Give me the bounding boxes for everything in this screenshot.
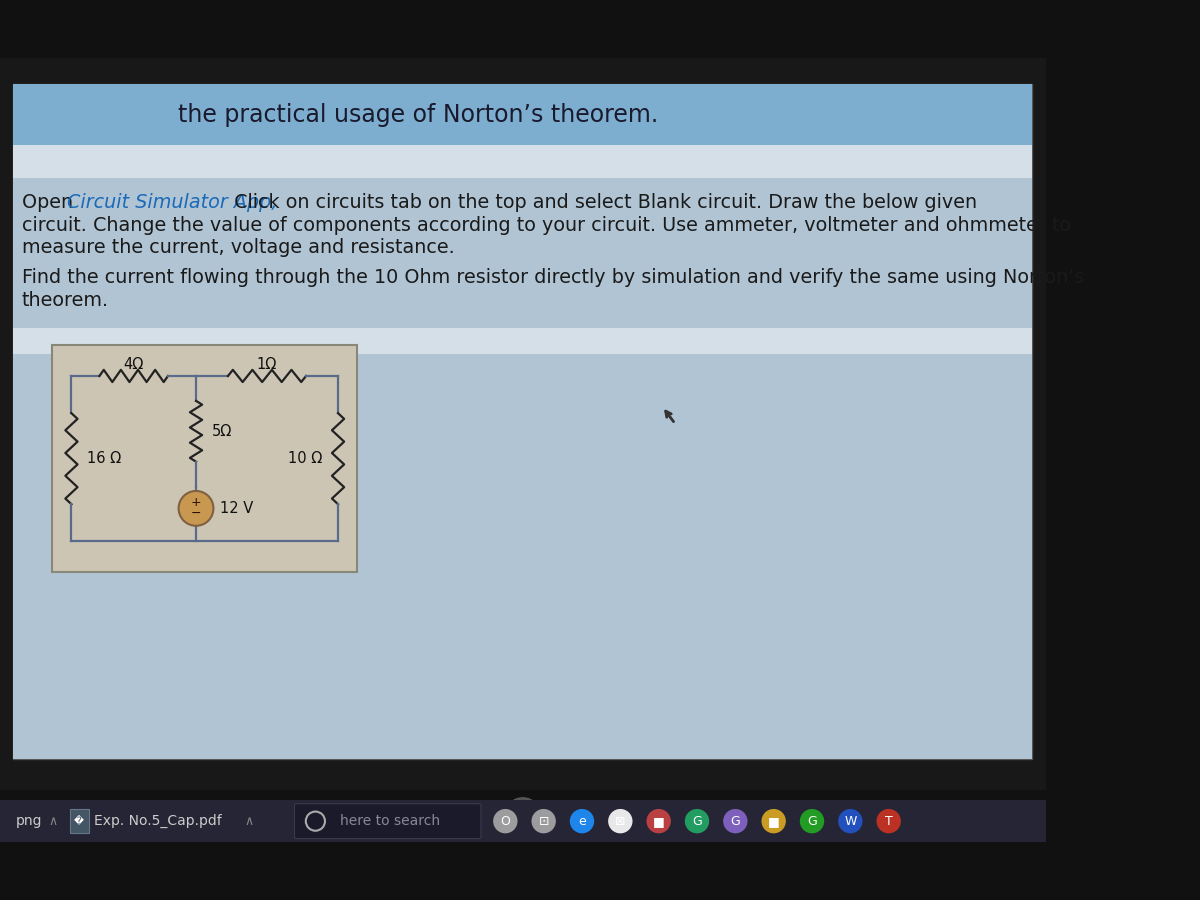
Circle shape bbox=[724, 809, 748, 833]
Text: the practical usage of Norton’s theorem.: the practical usage of Norton’s theorem. bbox=[178, 103, 659, 127]
Text: ■: ■ bbox=[653, 814, 665, 828]
Circle shape bbox=[762, 809, 786, 833]
Text: theorem.: theorem. bbox=[22, 291, 109, 310]
Bar bbox=[13, 328, 1032, 355]
Text: e: e bbox=[578, 814, 586, 828]
Circle shape bbox=[838, 809, 863, 833]
Bar bbox=[13, 145, 1032, 178]
Text: circuit. Change the value of components according to your circuit. Use ammeter, : circuit. Change the value of components … bbox=[22, 216, 1070, 235]
Text: ⊠: ⊠ bbox=[616, 814, 625, 828]
Text: Exp. No.5_Cap.pdf: Exp. No.5_Cap.pdf bbox=[94, 814, 222, 828]
Circle shape bbox=[685, 809, 709, 833]
Bar bbox=[13, 84, 1032, 145]
Text: Open: Open bbox=[22, 193, 79, 212]
Text: G: G bbox=[808, 814, 817, 828]
Circle shape bbox=[570, 809, 594, 833]
Text: ■: ■ bbox=[768, 814, 780, 828]
Text: Circuit Simulator App,: Circuit Simulator App, bbox=[67, 193, 277, 212]
Text: 4Ω: 4Ω bbox=[124, 357, 144, 372]
Text: Click on circuits tab on the top and select Blank circuit. Draw the below given: Click on circuits tab on the top and sel… bbox=[228, 193, 977, 212]
Text: G: G bbox=[731, 814, 740, 828]
Text: −: − bbox=[191, 507, 202, 520]
Circle shape bbox=[608, 809, 632, 833]
Bar bbox=[13, 84, 1032, 760]
Text: measure the current, voltage and resistance.: measure the current, voltage and resista… bbox=[22, 238, 455, 257]
Text: ⊡: ⊡ bbox=[539, 814, 548, 828]
Text: 1Ω: 1Ω bbox=[257, 357, 277, 372]
Text: W: W bbox=[844, 814, 857, 828]
Text: T: T bbox=[884, 814, 893, 828]
Text: 16 Ω: 16 Ω bbox=[88, 451, 121, 466]
Text: ∧: ∧ bbox=[48, 814, 58, 828]
FancyBboxPatch shape bbox=[294, 804, 481, 839]
Text: 10 Ω: 10 Ω bbox=[288, 451, 323, 466]
Text: ∧: ∧ bbox=[244, 814, 253, 828]
Bar bbox=[13, 178, 1032, 760]
Text: +: + bbox=[191, 496, 202, 508]
Text: �: � bbox=[74, 816, 84, 826]
Bar bbox=[53, 346, 358, 572]
Text: here to search: here to search bbox=[340, 814, 440, 828]
Text: hp: hp bbox=[512, 808, 534, 824]
Bar bbox=[70, 809, 89, 833]
Circle shape bbox=[493, 809, 517, 833]
Text: 12 V: 12 V bbox=[221, 501, 253, 516]
Text: O: O bbox=[500, 814, 510, 828]
Circle shape bbox=[532, 809, 556, 833]
Text: Find the current flowing through the 10 Ohm resistor directly by simulation and : Find the current flowing through the 10 … bbox=[22, 268, 1084, 287]
Text: G: G bbox=[692, 814, 702, 828]
Bar bbox=[0, 800, 1045, 842]
Circle shape bbox=[800, 809, 824, 833]
Bar bbox=[0, 790, 1045, 842]
Circle shape bbox=[647, 809, 671, 833]
Text: 5Ω: 5Ω bbox=[211, 424, 232, 439]
Circle shape bbox=[876, 809, 901, 833]
Circle shape bbox=[179, 491, 214, 526]
Text: png: png bbox=[16, 814, 42, 828]
